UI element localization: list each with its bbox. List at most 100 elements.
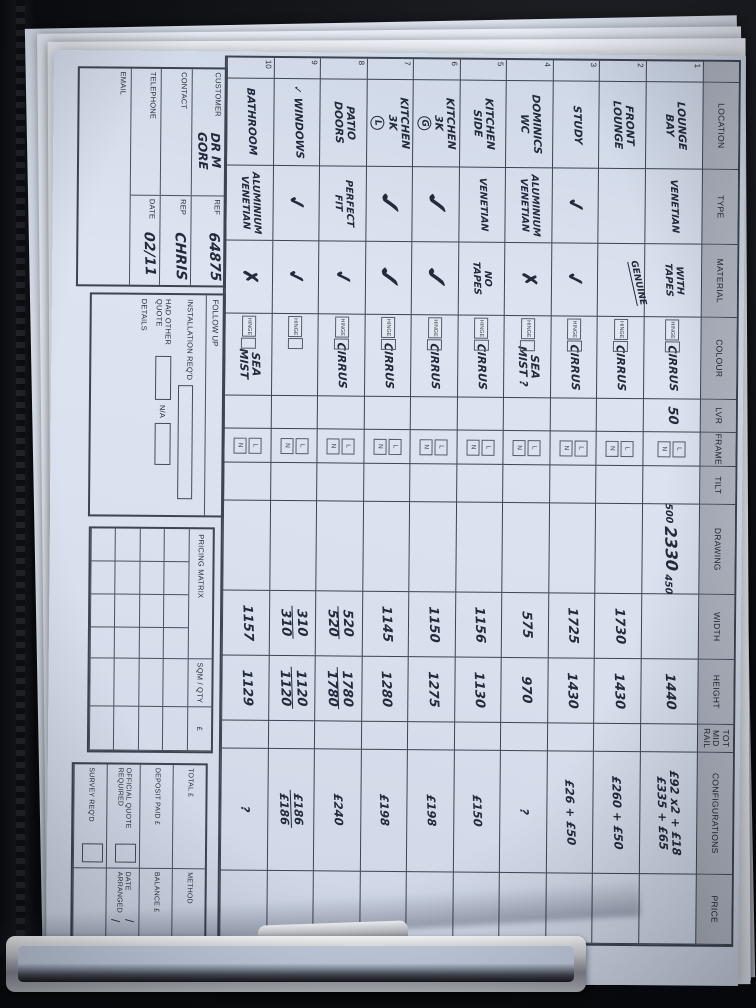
handwritten-stack: £260 + £50	[609, 773, 626, 853]
na-label: N/A	[158, 404, 168, 419]
type-cell: VENETIAN	[458, 167, 506, 243]
width-cell: 1156	[454, 592, 502, 658]
tilt-cell	[502, 464, 550, 504]
handwritten-stack: 1430	[610, 670, 627, 712]
column-header-label: LOCATION	[716, 103, 727, 149]
pricing-matrix-cell	[138, 627, 164, 659]
configurations-cell: £198	[359, 749, 408, 873]
handwritten-stack: 310 310	[278, 606, 309, 641]
lvr-value: 50	[664, 406, 681, 425]
hinge-label: HINGE	[288, 316, 303, 338]
handwritten-text: VENETIAN	[476, 177, 490, 232]
drawing-value: 2330	[660, 526, 682, 572]
type-cell: ALUMINIUM VENETIAN	[504, 167, 552, 244]
table-row: 1 LOUNGE BAY VENETIAN WITH TAPES GENUINE HING…	[627, 61, 703, 945]
pricing-matrix-cell	[113, 658, 139, 707]
bay-drawing-measurements: 500 2330 450	[660, 504, 682, 595]
configurations-cell: £198	[406, 750, 454, 873]
drawing-cell	[269, 500, 317, 592]
colour-cell: HINGE SEA MIST ?	[503, 315, 551, 399]
handwritten-stack: 1725	[564, 604, 581, 646]
handwritten-text: NO TAPES	[471, 261, 494, 296]
customer-row-value	[78, 128, 130, 284]
hinge-label: HINGE	[381, 316, 396, 339]
row-number: 4	[542, 62, 552, 67]
frame-option-l: L	[341, 438, 355, 455]
type-cell: ALUMINIUM VENETIAN	[225, 165, 273, 241]
handwritten-value: £26 + £50	[562, 778, 579, 846]
lvr-cell	[503, 397, 550, 432]
configurations-cell: £26 + £50	[545, 751, 594, 874]
height-cell: 1440	[640, 659, 698, 725]
column-header-label: PRICE	[709, 895, 721, 924]
tot-mid-rail-cell	[546, 723, 594, 752]
form-footer: CUSTOMER DR M GORE REF 64875 CONTACT REP CHRIS…	[46, 50, 228, 981]
handwritten-value: 1730	[610, 607, 628, 645]
location-text: PATIO DOORS	[331, 100, 357, 144]
pricing-matrix-cell	[115, 528, 140, 562]
hinge-tickbox	[287, 338, 303, 350]
column-header-label: FRAME	[713, 433, 725, 465]
hinge-label: HINGE	[427, 317, 442, 339]
pricing-matrix-title: PRICING MATRIX	[187, 529, 213, 660]
price-cell	[638, 874, 696, 945]
location-text: KITCHEN 3K	[432, 97, 458, 150]
hinge-subbox: HINGE	[427, 317, 443, 351]
colour-cell: HINGE CIRRUS	[642, 317, 701, 400]
height-cell: 1430	[547, 658, 595, 724]
type-cell: ✓	[411, 167, 459, 243]
sqm-qty-header: SQM / QTY	[187, 659, 212, 708]
material-cell: NO TAPES	[457, 242, 505, 316]
column-header-label: TOT MID RAIL	[701, 728, 732, 749]
handwritten-value: 1725	[564, 607, 581, 645]
handwritten-stack: 1430	[564, 669, 580, 711]
drawing-cell	[222, 500, 271, 591]
table-row: 8 PATIO DOORS PERFECT FIT ✓ HINGE CIRRUS L N 520…	[312, 58, 367, 942]
tilt-cell	[223, 462, 271, 501]
handwritten-mark: ✓	[419, 259, 451, 297]
na-checkbox	[154, 423, 171, 466]
handwritten-value: 1156	[471, 606, 488, 644]
tot-mid-rail-cell	[267, 720, 315, 750]
column-header-label: TYPE	[715, 195, 727, 219]
handwritten-value: ?	[516, 807, 532, 816]
row-number: 8	[356, 60, 366, 66]
row-number: 3	[589, 62, 599, 68]
totals-left-cell: DEPOSIT PAID £	[138, 764, 173, 870]
handwritten-value: 575	[518, 611, 535, 640]
column-header-tot: TOT MID RAIL	[696, 724, 734, 753]
handwritten-mark: ✓	[283, 192, 310, 214]
handwritten-mark: ✓	[373, 259, 405, 297]
height-cell: 1430	[593, 658, 641, 725]
handwritten-mark: ✓	[420, 185, 452, 223]
handwritten-stack: 1780 1780	[323, 667, 355, 711]
column-header-drawing: DRAWING	[698, 504, 736, 595]
frame-option-n: N	[605, 440, 619, 457]
location-cell: PATIO DOORS	[319, 79, 367, 167]
table-row: 9 ✓ WINDOWS ✓ ✓ HINGE L N 310 310 1120 1120 £186 £18…	[266, 57, 321, 942]
type-cell: ✓	[365, 166, 413, 243]
hinge-tickbox	[613, 341, 629, 353]
frame-option-l: L	[672, 440, 686, 458]
row-number-cell: 3	[552, 60, 600, 82]
circled-letter: L	[370, 115, 386, 131]
frame-option-l: L	[481, 439, 495, 456]
row-number: 6	[449, 61, 459, 66]
width-cell: 310 310	[268, 590, 316, 657]
tot-mid-rail-cell	[639, 724, 698, 753]
handwritten-stack: 1156	[471, 604, 488, 646]
colour-cell: HINGE CIRRUS	[363, 314, 412, 398]
colour-cell: HINGE CIRRUS	[456, 315, 505, 398]
handwritten-value: 1430	[610, 672, 627, 710]
handwritten-value: £198	[423, 794, 439, 828]
column-header-width: WIDTH	[697, 594, 735, 660]
table-row: 3 STUDY ✓ ✓ HINGE CIRRUS L N 1725 1430 £26 + £50	[545, 60, 600, 944]
handwritten-value: 1157	[238, 604, 256, 642]
table-row: 2 FRONT LOUNGE HINGE CIRRUS L N 1730 1430 £260 +…	[591, 60, 646, 945]
pricing-matrix-cell	[163, 561, 189, 596]
drawing-cell	[594, 503, 643, 595]
customer-row: TELEPHONE DATE 02/11	[128, 68, 162, 285]
